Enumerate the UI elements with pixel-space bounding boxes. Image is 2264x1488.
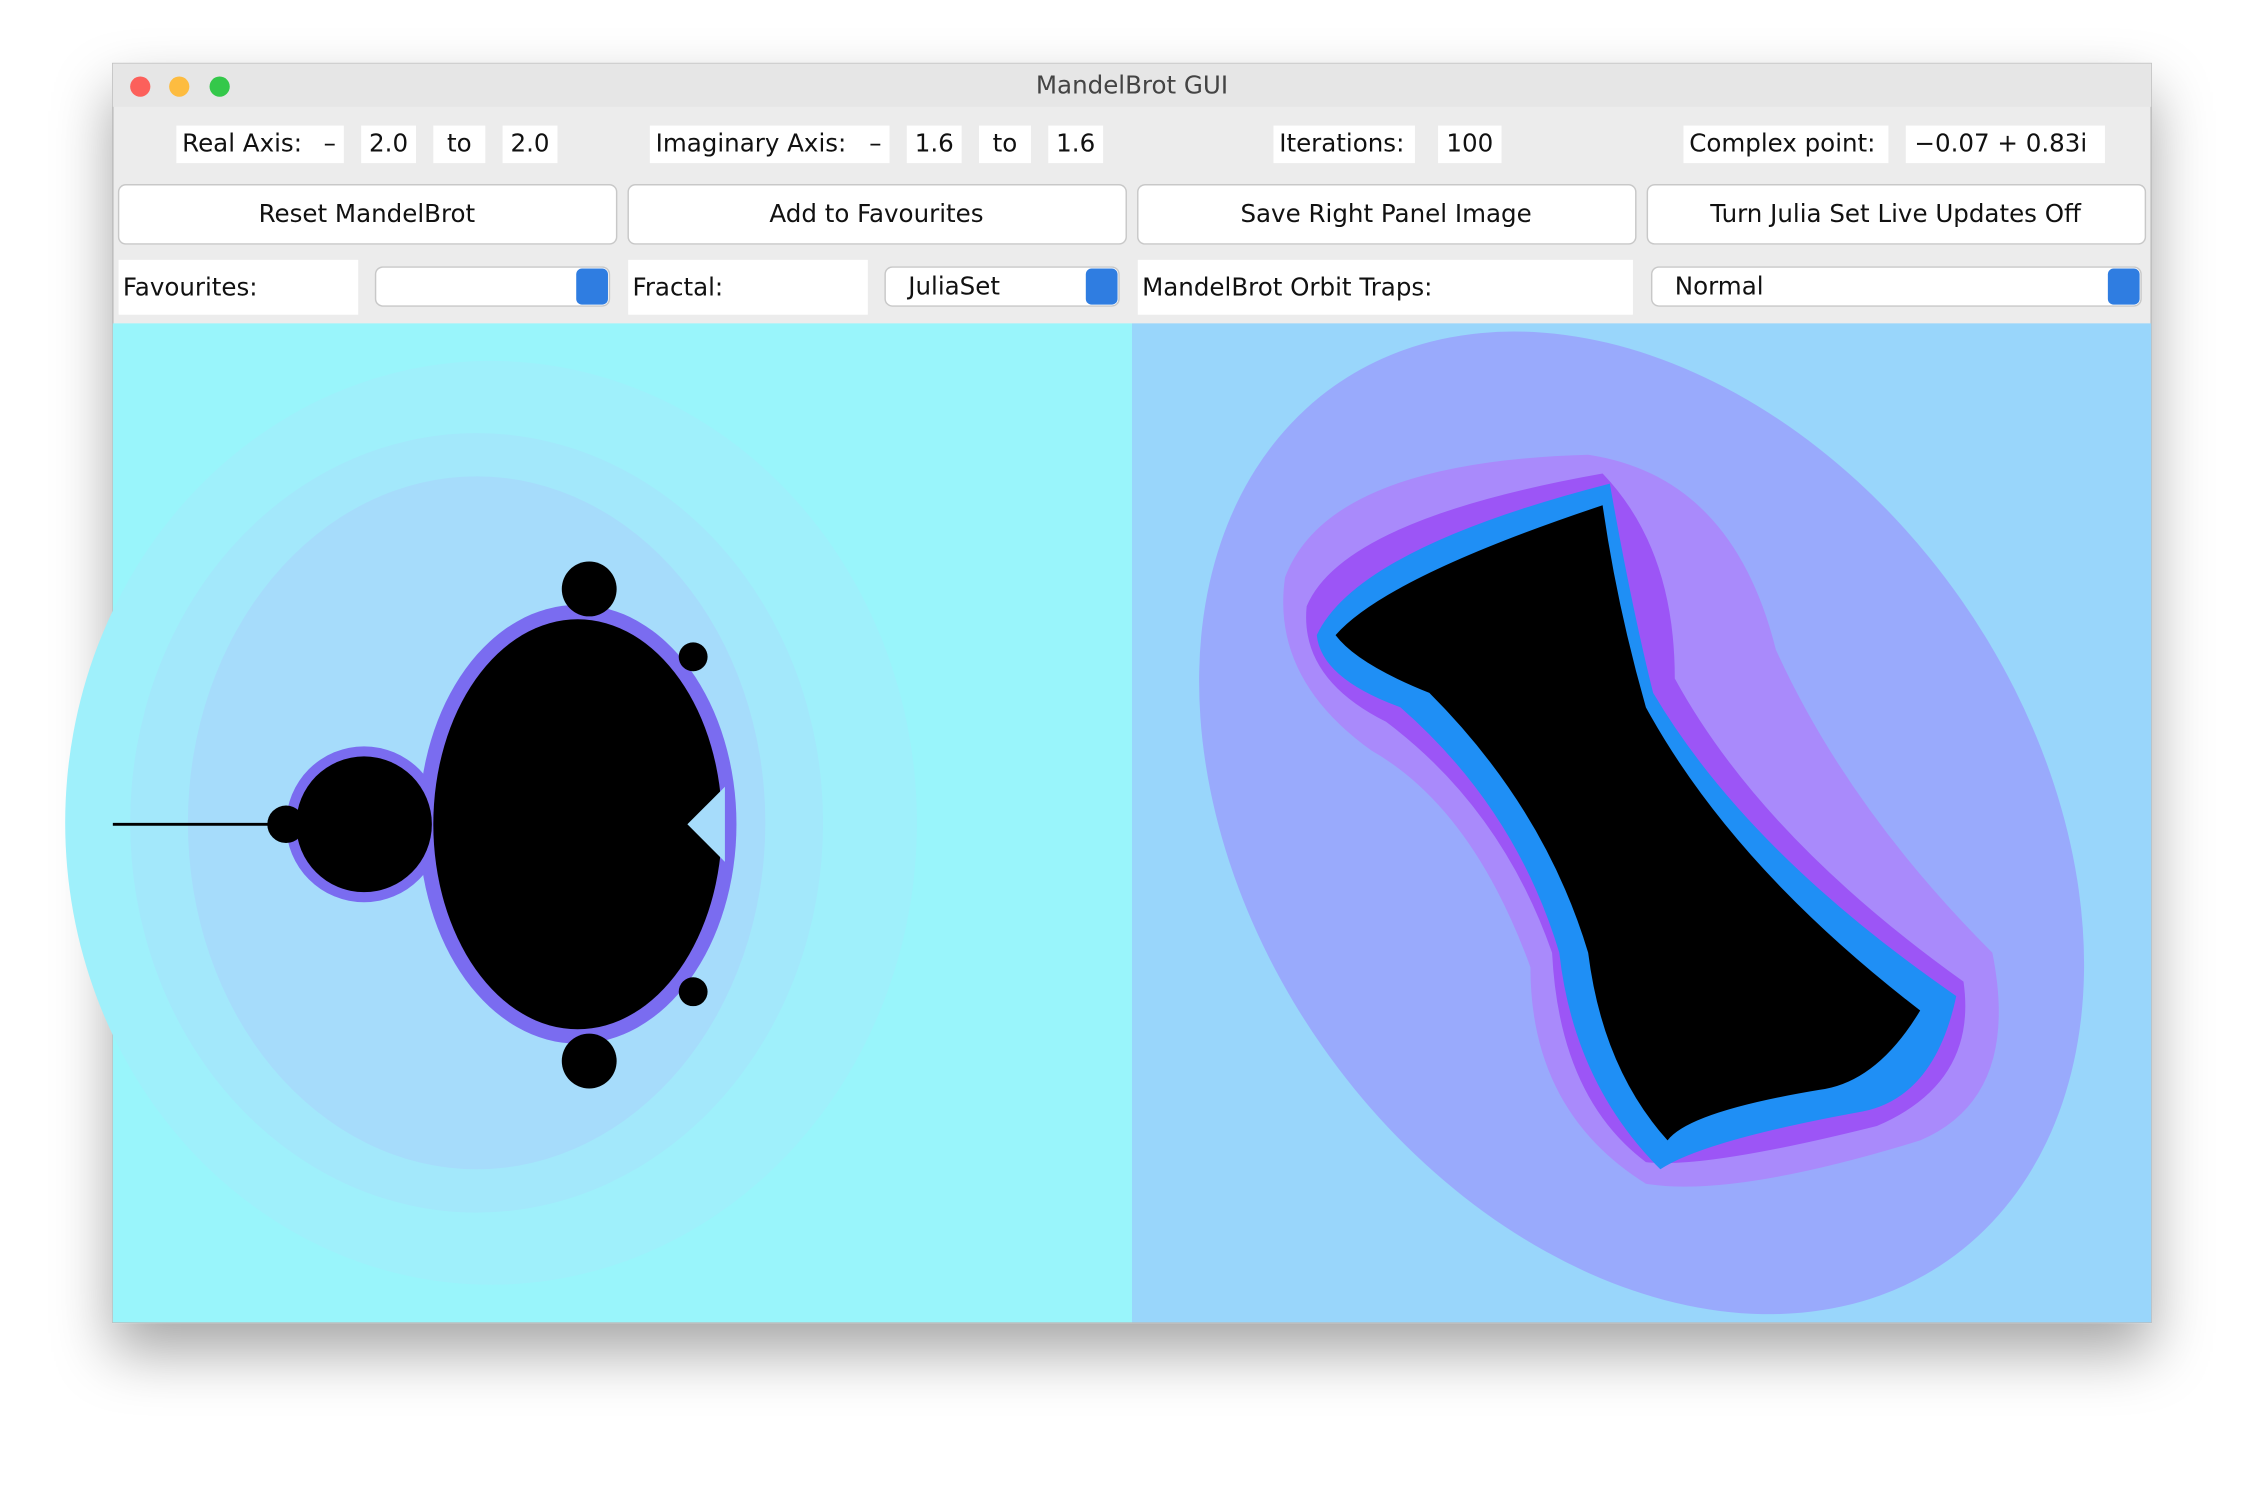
text-field[interactable]: [1048, 125, 1104, 164]
dropdown-arrow: [576, 268, 608, 305]
dropdown-value: Normal: [1675, 271, 1764, 300]
dropdown[interactable]: [374, 266, 611, 307]
label: –: [869, 128, 881, 157]
label-box: [118, 259, 359, 315]
field-value: −0.07 + 0.83i: [1914, 128, 2087, 157]
minimize-button[interactable]: [169, 76, 190, 97]
text-field[interactable]: [1905, 125, 2105, 164]
button[interactable]: [1646, 184, 2147, 245]
field-value: 2.0: [369, 128, 408, 157]
dropdown-arrow: [1085, 268, 1118, 305]
label-box: [978, 125, 1031, 164]
button-row: Reset MandelBrot Add to Favourites Save …: [117, 184, 2147, 245]
selector-row: Favourites: Fractal: JuliaSet MandelBrot…: [118, 259, 2142, 315]
label: Iterations:: [1279, 128, 1404, 157]
field-value: 1.6: [915, 128, 954, 157]
dropdown[interactable]: [1650, 266, 2142, 307]
label: MandelBrot Orbit Traps:: [1142, 273, 1432, 302]
label: –: [324, 128, 336, 157]
text-field[interactable]: [1438, 125, 1502, 164]
label: Imaginary Axis:: [656, 128, 847, 157]
label-box: [433, 125, 486, 164]
button-label: Reset MandelBrot: [259, 199, 476, 228]
button-label: Save Right Panel Image: [1240, 199, 1531, 228]
zoom-button[interactable]: [209, 76, 230, 97]
label-box: [649, 125, 890, 164]
button[interactable]: [1137, 184, 1637, 245]
bulb: [678, 977, 708, 1007]
field-value: 1.6: [1056, 128, 1095, 157]
bulb: [561, 1033, 617, 1089]
dropdown-arrow: [2107, 268, 2140, 305]
button[interactable]: [117, 184, 618, 245]
title-bar: [112, 63, 2152, 107]
label-box: [628, 259, 868, 315]
text-field[interactable]: [361, 125, 416, 164]
close-button[interactable]: [130, 76, 151, 97]
label-box: [1273, 125, 1415, 164]
field-value: 2.0: [511, 128, 550, 157]
period-2-bulb: [296, 756, 432, 893]
label-box: [1137, 259, 1633, 315]
julia-set: [1335, 505, 1921, 1141]
window-title: MandelBrot GUI: [1036, 71, 1228, 100]
main-cardioid: [433, 619, 723, 1030]
button-label: Turn Julia Set Live Updates Off: [1709, 199, 2082, 228]
text-field[interactable]: [906, 125, 962, 164]
cardioid-cusp: [687, 786, 725, 862]
text-field[interactable]: [502, 125, 558, 164]
bulb: [267, 805, 305, 844]
bulb: [678, 642, 708, 672]
label: to: [993, 128, 1018, 157]
label-box: [176, 125, 344, 164]
mandelbrot-panel[interactable]: [65, 323, 1132, 1323]
field-value: 100: [1446, 128, 1493, 157]
label: Fractal:: [633, 273, 724, 302]
dropdown-value: JuliaSet: [906, 271, 1000, 300]
bulb: [561, 561, 617, 617]
dropdown[interactable]: [884, 266, 1120, 307]
button[interactable]: [627, 184, 1127, 245]
julia-panel[interactable]: [1016, 162, 2264, 1484]
label: to: [447, 128, 472, 157]
label: Complex point:: [1689, 128, 1875, 157]
label: Real Axis:: [182, 128, 302, 157]
label-box: [1683, 125, 1889, 164]
button-label: Add to Favourites: [769, 199, 983, 228]
label: Favourites:: [123, 273, 258, 302]
toolbar: Real Axis: – 2.0 to 2.0 Imaginary Axis: …: [176, 125, 2105, 164]
